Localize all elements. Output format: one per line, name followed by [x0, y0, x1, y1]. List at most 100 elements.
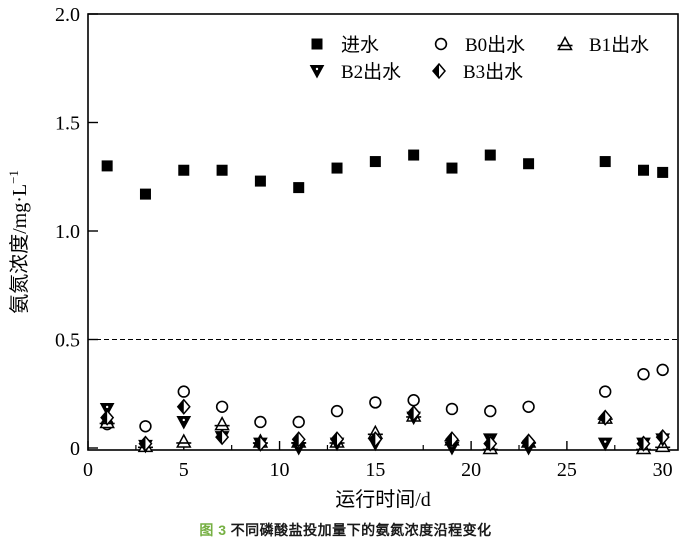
x-tick-label: 25: [557, 459, 577, 481]
point-B0出水-d3: [139, 420, 152, 433]
point-B3出水-d13: [330, 431, 345, 448]
point-B0出水-d7: [215, 400, 229, 413]
point-B0出水-d13: [330, 404, 344, 418]
caption-number: 图 3: [199, 522, 227, 538]
legend-marker-B1出水-shape: [557, 35, 573, 51]
point-进水-d1-shape: [101, 160, 113, 172]
point-进水-d5: [178, 164, 190, 176]
point-进水-d23: [523, 158, 535, 170]
scatter-chart: 0 5 10 15 20 25 30 0 0.5 1.0 1.5 2.0 运行时间/d 氨氮浓度/mg·L…: [6, 4, 679, 511]
point-B3出水-d30: [655, 428, 670, 446]
point-B3出水-d5-shape: [177, 399, 184, 414]
point-B0出水-d17: [407, 394, 420, 407]
legend-label-B3出水: B3出水: [463, 61, 523, 83]
point-进水-d13-shape: [331, 162, 343, 174]
point-进水-d15: [369, 156, 381, 168]
point-进水-d13: [331, 162, 343, 174]
point-B3出水-d15: [368, 431, 383, 448]
point-B2出水-d27-shape: [604, 440, 607, 443]
point-B0出水-d11: [292, 415, 305, 429]
caption-text: 不同磷酸盐投加量下的氨氮浓度沿程变化: [230, 522, 492, 538]
point-B1出水-d5: [176, 433, 192, 448]
point-B0出水-d9-shape: [254, 415, 267, 429]
legend-marker-B3出水-shape: [433, 64, 439, 78]
point-进水-d3: [139, 188, 151, 200]
point-进水-d7-shape: [216, 164, 228, 176]
point-B3出水-d21-shape: [484, 436, 491, 451]
y-tick-label: 1.5: [55, 113, 80, 135]
point-B2出水-d27: [597, 437, 613, 452]
point-B2出水-d5-shape: [182, 418, 185, 422]
legend-marker-B1出水: [557, 35, 573, 51]
point-进水-d9-shape: [254, 175, 266, 187]
point-B0出水-d30: [656, 363, 669, 377]
point-进水-d17: [408, 149, 420, 161]
figure-caption: 图 3 不同磷酸盐投加量下的氨氮浓度沿程变化: [0, 520, 691, 540]
point-B0出水-d23-shape: [522, 400, 535, 413]
point-进水-d11: [293, 182, 305, 194]
point-进水-d29: [638, 164, 650, 176]
point-B3出水-d29-shape: [637, 436, 644, 451]
point-B1出水-d5-shape: [176, 433, 192, 448]
point-进水-d7: [216, 164, 228, 176]
point-B2出水-d27-shape: [597, 437, 613, 452]
point-B0出水-d11-shape: [292, 415, 305, 429]
point-B0出水-d29-shape: [637, 368, 650, 381]
legend-label-进水: 进水: [341, 34, 379, 56]
point-进水-d11-shape: [293, 182, 305, 194]
point-B3出水-d9: [253, 435, 268, 452]
point-B0出水-d19: [445, 402, 459, 416]
y-tick-label: 2.0: [55, 4, 80, 26]
legend-label-B1出水: B1出水: [589, 34, 649, 56]
point-B3出水-d17: [406, 405, 421, 422]
point-B3出水-d19: [444, 431, 459, 448]
legend-marker-进水-shape: [311, 38, 323, 50]
point-B0出水-d13-shape: [330, 404, 344, 418]
legend-marker-B2出水-shape: [315, 67, 319, 71]
point-进水-d23-shape: [523, 158, 535, 170]
point-B3出水-d7-shape: [216, 430, 223, 445]
point-B0出水-d30-shape: [656, 363, 669, 377]
point-B3出水-d27-shape: [599, 410, 606, 425]
point-进水-d29-shape: [638, 164, 650, 176]
point-进水-d27-shape: [599, 156, 611, 168]
point-B3出水-d11: [291, 431, 306, 448]
point-进水-d9: [254, 175, 266, 187]
point-B3出水-d21: [483, 435, 498, 452]
point-B0出水-d5: [177, 385, 190, 398]
point-B0出水-d27-shape: [599, 385, 612, 398]
x-tick-label: 30: [653, 459, 673, 481]
point-进水-d17-shape: [408, 149, 420, 161]
x-tick-label: 15: [365, 459, 385, 481]
point-B3出水-d23-shape: [522, 434, 529, 449]
point-B0出水-d3-shape: [139, 420, 152, 433]
point-进水-d27: [599, 156, 611, 168]
legend-label-B0出水: B0出水: [465, 34, 525, 56]
point-B0出水-d7-shape: [215, 400, 229, 413]
point-B1出水-d7-shape: [214, 416, 230, 431]
point-进水-d30-shape: [657, 166, 669, 178]
point-进水-d15-shape: [369, 156, 381, 168]
y-tick-label: 0: [70, 438, 80, 460]
point-B0出水-d19-shape: [445, 402, 459, 416]
legend-label-B2出水: B2出水: [341, 61, 401, 83]
point-进水-d21-shape: [484, 149, 496, 161]
point-进水-d5-shape: [178, 164, 190, 176]
point-B0出水-d5-shape: [177, 385, 190, 398]
point-B0出水-d21: [484, 404, 497, 418]
x-tick-label: 10: [270, 459, 290, 481]
point-B3出水-d11-shape: [292, 432, 299, 447]
plot-border: [87, 13, 679, 451]
point-B3出水-d13-shape: [331, 432, 338, 447]
point-B0出水-d15: [369, 396, 382, 409]
legend-marker-进水: [311, 38, 323, 50]
point-B3出水-d29: [636, 435, 651, 452]
y-tick-label: 1.0: [55, 221, 80, 243]
y-axis-label: 氨氮浓度/mg·L−1: [6, 170, 31, 314]
point-B2出水-d1-shape: [99, 402, 115, 417]
x-tick-label: 0: [83, 459, 93, 481]
point-B3出水-d9-shape: [254, 436, 261, 451]
legend-marker-B0出水: [434, 37, 448, 51]
point-进水-d19: [446, 162, 458, 174]
legend-marker-B3出水: [432, 62, 446, 80]
